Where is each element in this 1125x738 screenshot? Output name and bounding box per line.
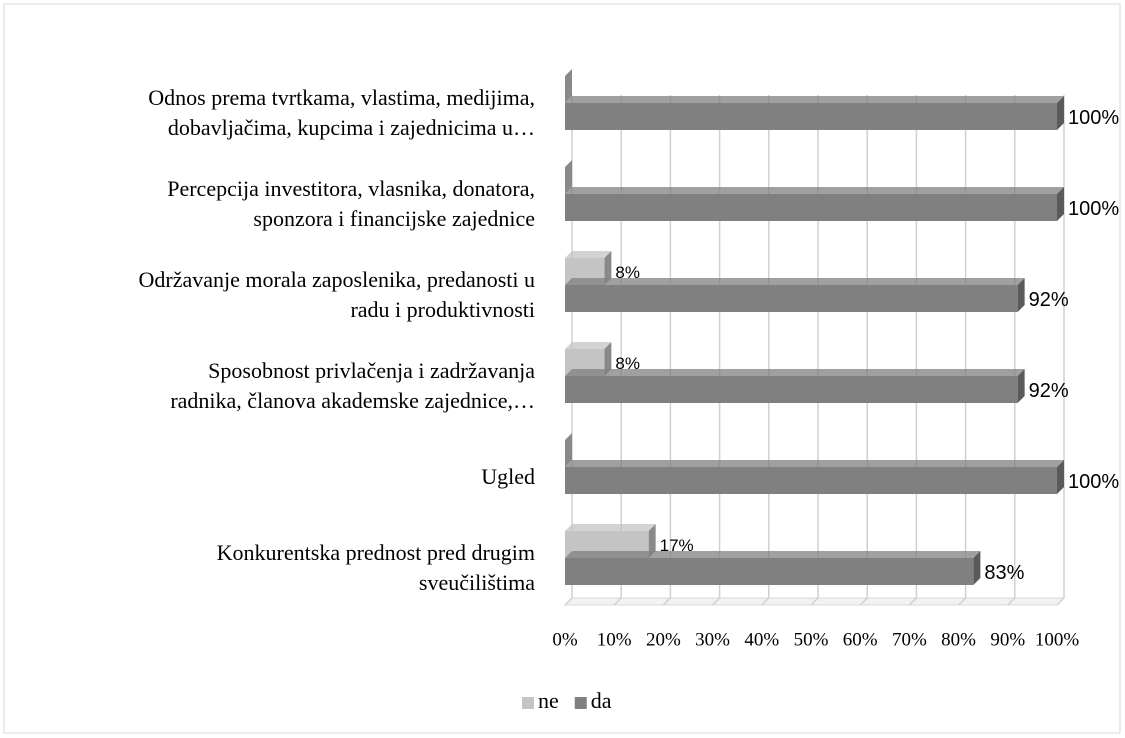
bar-side (565, 433, 572, 467)
x-tick-label: 0% (552, 629, 578, 650)
data-label: 92% (1029, 289, 1069, 311)
bar-side (1017, 369, 1025, 403)
bar-top (565, 369, 1025, 376)
category-label: Odnos prema tvrtkama, vlastima, medijima… (148, 85, 535, 140)
x-tick-label: 20% (646, 629, 681, 650)
legend-label: ne (538, 688, 559, 713)
data-label: 100% (1068, 471, 1119, 493)
x-tick-label: 70% (892, 629, 927, 650)
bar-top (565, 342, 612, 349)
grid-line (958, 95, 967, 606)
x-tick-label: 30% (695, 629, 730, 650)
grid-line (859, 95, 868, 606)
bar (565, 103, 1057, 130)
data-label: 100% (1068, 198, 1119, 220)
bar-side (1017, 278, 1025, 312)
grid-line (712, 95, 721, 606)
data-label: 17% (660, 536, 694, 555)
grid-line (810, 95, 819, 606)
category-label: Konkurentska prednost pred drugim sveučil… (217, 540, 536, 595)
bar-side (604, 342, 612, 376)
bar-top (565, 524, 656, 531)
x-tick-label: 50% (794, 629, 829, 650)
grid-line (761, 95, 770, 606)
bar-side (648, 524, 656, 558)
data-label: 100% (1068, 107, 1119, 129)
bar-top (565, 187, 1064, 194)
data-label: 8% (615, 263, 640, 282)
grid-line (1007, 95, 1016, 606)
category-label: Percepcija investitora, vlasnika, donato… (167, 176, 535, 231)
bar-top (565, 460, 1064, 467)
bar-side (565, 69, 572, 103)
bar-side (1057, 460, 1064, 494)
bar-side (1057, 187, 1064, 221)
bar-top (565, 96, 1064, 103)
bar-side (604, 251, 612, 285)
category-label: Ugled (481, 464, 535, 489)
bar-top (565, 251, 612, 258)
category-label: Održavanje morala zaposlenika, predanost… (139, 267, 535, 322)
grid-line (613, 95, 622, 606)
legend-swatch (522, 697, 534, 709)
x-tick-label: 10% (597, 629, 632, 650)
grid-line (1056, 95, 1065, 606)
grid-line (662, 95, 672, 606)
bar (565, 467, 1057, 494)
bar-side (1057, 96, 1064, 130)
x-tick-label: 80% (941, 629, 976, 650)
x-tick-label: 40% (744, 629, 779, 650)
bar (565, 285, 1018, 312)
bar-side (565, 160, 572, 194)
data-label: 92% (1029, 380, 1069, 402)
x-tick-label: 90% (990, 629, 1025, 650)
grid-line (908, 95, 918, 606)
legend-label: da (591, 688, 612, 713)
bar-top (565, 551, 981, 558)
bar (565, 194, 1057, 221)
category-label: Sposobnost privlačenja i zadržavanja radn… (170, 358, 535, 413)
bar (565, 558, 974, 585)
bar-side (973, 551, 981, 585)
x-tick-label: 60% (843, 629, 878, 650)
bar (565, 376, 1018, 403)
data-label: 8% (615, 354, 640, 373)
x-tick-label: 100% (1035, 629, 1080, 650)
legend-swatch (574, 697, 587, 709)
data-label: 83% (984, 562, 1024, 584)
bar-top (565, 278, 1025, 285)
